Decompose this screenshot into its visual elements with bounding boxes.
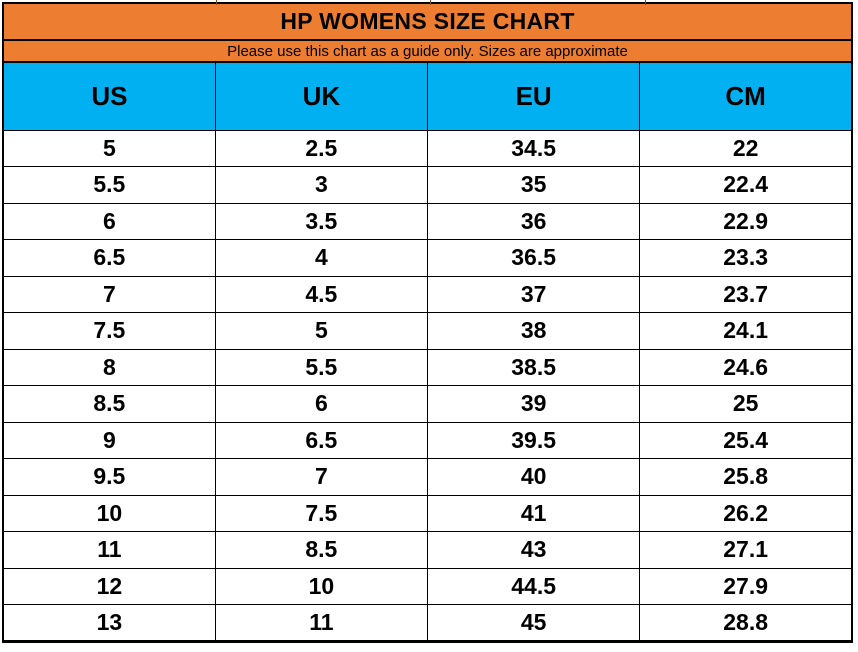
table-row: 9 6.5 39.5 25.4 — [1, 421, 854, 459]
cell-us: 6.5 — [1, 239, 216, 277]
cell-us: 7.5 — [1, 312, 216, 350]
table-row: 8.5 6 39 25 — [1, 385, 854, 423]
cell-us: 8 — [1, 348, 216, 386]
cell-eu: 43 — [426, 531, 641, 569]
cell-us: 9.5 — [1, 458, 216, 496]
cell-uk: 7 — [214, 458, 429, 496]
cell-uk: 4.5 — [214, 275, 429, 313]
cell-uk: 10 — [214, 567, 429, 605]
column-header-row: US UK EU CM — [1, 61, 854, 131]
cell-us: 13 — [1, 604, 216, 643]
cell-uk: 3.5 — [214, 202, 429, 240]
column-boundary-tick — [430, 0, 431, 5]
cell-eu: 37 — [426, 275, 641, 313]
cell-uk: 4 — [214, 239, 429, 277]
table-body: 5 2.5 34.5 22 5.5 3 35 22.4 6 3.5 36 22.9 6.5 4 36.5 23… — [1, 129, 854, 643]
cell-us: 11 — [1, 531, 216, 569]
cell-cm: 25.8 — [639, 458, 854, 496]
column-header-us: US — [1, 61, 216, 131]
table-row: 6.5 4 36.5 23.3 — [1, 239, 854, 277]
cell-eu: 40 — [426, 458, 641, 496]
table-row: 7 4.5 37 23.7 — [1, 275, 854, 313]
cell-cm: 23.3 — [639, 239, 854, 277]
column-boundary-tick — [645, 0, 646, 5]
cell-eu: 36 — [426, 202, 641, 240]
cell-us: 6 — [1, 202, 216, 240]
cell-us: 10 — [1, 494, 216, 532]
cell-eu: 44.5 — [426, 567, 641, 605]
cell-uk: 11 — [214, 604, 429, 643]
cell-us: 9 — [1, 421, 216, 459]
chart-title: HP WOMENS SIZE CHART — [2, 2, 853, 41]
cell-us: 7 — [1, 275, 216, 313]
cell-cm: 22 — [639, 129, 854, 167]
cell-uk: 7.5 — [214, 494, 429, 532]
cell-eu: 38.5 — [426, 348, 641, 386]
cell-cm: 22.9 — [639, 202, 854, 240]
cell-cm: 27.1 — [639, 531, 854, 569]
size-chart-table: HP WOMENS SIZE CHART Please use this cha… — [1, 2, 854, 643]
cell-us: 12 — [1, 567, 216, 605]
cell-uk: 6 — [214, 385, 429, 423]
column-header-cm: CM — [639, 61, 854, 131]
cell-cm: 25 — [639, 385, 854, 423]
table-row: 13 11 45 28.8 — [1, 604, 854, 643]
cell-uk: 5.5 — [214, 348, 429, 386]
title-row: HP WOMENS SIZE CHART — [2, 2, 853, 41]
cell-eu: 41 — [426, 494, 641, 532]
cell-uk: 8.5 — [214, 531, 429, 569]
cell-uk: 6.5 — [214, 421, 429, 459]
table-row: 12 10 44.5 27.9 — [1, 567, 854, 605]
column-header-eu: EU — [426, 61, 641, 131]
cell-cm: 26.2 — [639, 494, 854, 532]
cell-cm: 27.9 — [639, 567, 854, 605]
cell-uk: 2.5 — [214, 129, 429, 167]
cell-uk: 5 — [214, 312, 429, 350]
table-row: 9.5 7 40 25.8 — [1, 458, 854, 496]
subtitle-row: Please use this chart as a guide only. S… — [2, 39, 853, 63]
cell-uk: 3 — [214, 166, 429, 204]
cell-us: 5 — [1, 129, 216, 167]
chart-subtitle: Please use this chart as a guide only. S… — [2, 39, 853, 63]
cell-cm: 25.4 — [639, 421, 854, 459]
cell-eu: 45 — [426, 604, 641, 643]
table-row: 10 7.5 41 26.2 — [1, 494, 854, 532]
cell-cm: 22.4 — [639, 166, 854, 204]
table-row: 8 5.5 38.5 24.6 — [1, 348, 854, 386]
table-row: 11 8.5 43 27.1 — [1, 531, 854, 569]
cell-us: 8.5 — [1, 385, 216, 423]
column-header-uk: UK — [214, 61, 429, 131]
cell-eu: 39 — [426, 385, 641, 423]
cell-us: 5.5 — [1, 166, 216, 204]
cell-cm: 23.7 — [639, 275, 854, 313]
cell-eu: 39.5 — [426, 421, 641, 459]
cell-eu: 35 — [426, 166, 641, 204]
table-row: 6 3.5 36 22.9 — [1, 202, 854, 240]
cell-cm: 28.8 — [639, 604, 854, 643]
cell-cm: 24.1 — [639, 312, 854, 350]
cell-eu: 38 — [426, 312, 641, 350]
cell-eu: 34.5 — [426, 129, 641, 167]
column-boundary-tick — [216, 0, 217, 5]
table-row: 5.5 3 35 22.4 — [1, 166, 854, 204]
cell-eu: 36.5 — [426, 239, 641, 277]
table-row: 5 2.5 34.5 22 — [1, 129, 854, 167]
table-row: 7.5 5 38 24.1 — [1, 312, 854, 350]
cell-cm: 24.6 — [639, 348, 854, 386]
